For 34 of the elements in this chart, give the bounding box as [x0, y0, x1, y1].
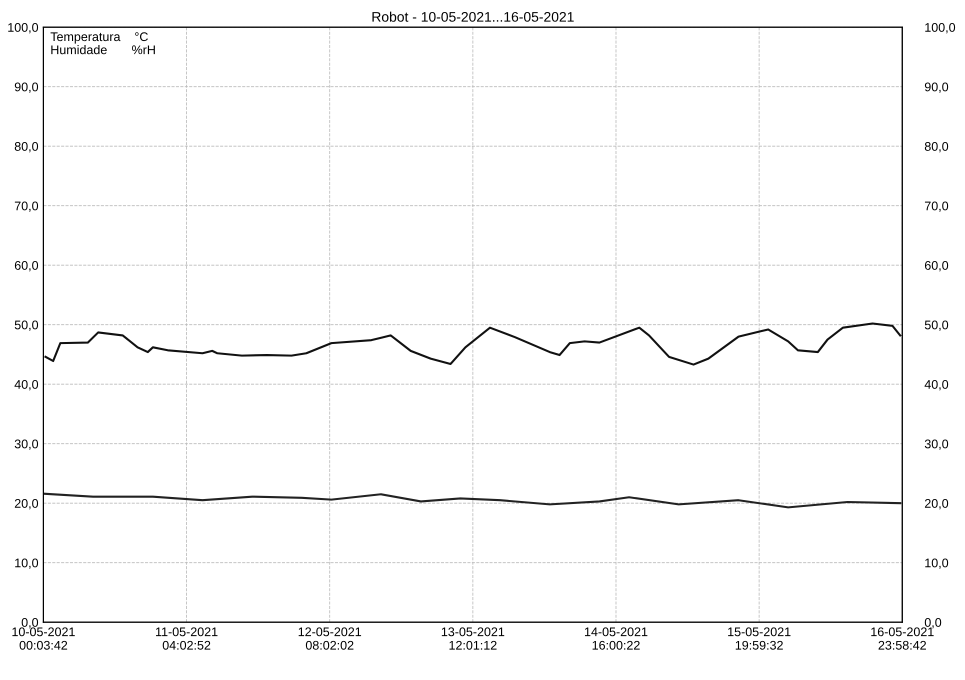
x-tick-label: 13-05-2021 12:01:12	[442, 627, 504, 650]
y-tick-label: 10,0	[15, 558, 38, 569]
line-series	[44, 322, 902, 366]
y2-tick-label: 100,0	[925, 23, 956, 34]
y-tick-label: 90,0	[14, 82, 38, 93]
y-tick-label: 40,0	[14, 380, 38, 390]
y-tick-label: 50,0	[14, 320, 38, 331]
y-tick-label: 80,0	[14, 142, 38, 152]
y2-tick-label: 0,0	[924, 618, 942, 628]
x-tick-label: 10-05-2021 00:03:42	[12, 627, 75, 650]
y2-tick-label: 10,0	[925, 558, 948, 569]
x-tick-label: 16-05-2021 23:58:42	[871, 627, 934, 650]
y2-tick-label: 60,0	[924, 261, 948, 272]
y-tick-label: 30,0	[14, 440, 38, 450]
annotation: Humidade %rH	[51, 45, 155, 54]
y2-tick-label: 20,0	[924, 499, 948, 510]
y-tick-label: 60,0	[14, 261, 38, 272]
annotation: Temperatura °C	[50, 32, 148, 44]
y-tick-label: 20,0	[14, 499, 38, 510]
chart-title: Robot - 10-05-2021...16-05-2021	[372, 12, 574, 22]
line-series	[43, 492, 902, 508]
y-tick-label: 100,0	[8, 23, 38, 34]
y2-tick-label: 40,0	[924, 380, 948, 390]
x-tick-label: 12-05-2021 08:02:02	[298, 627, 362, 650]
y2-tick-label: 90,0	[924, 82, 948, 93]
y-tick-label: 70,0	[14, 202, 38, 212]
x-tick-label: 14-05-2021 16:00:22	[584, 627, 648, 650]
x-tick-label: 15-05-2021 19:59:32	[728, 627, 790, 650]
y2-tick-label: 70,0	[924, 202, 948, 212]
y2-tick-label: 30,0	[924, 440, 948, 450]
y2-tick-label: 50,0	[924, 320, 948, 331]
x-tick-label: 11-05-2021 04:02:52	[156, 627, 218, 650]
y2-tick-label: 80,0	[924, 142, 948, 152]
y-tick-label: 0,0	[22, 618, 38, 628]
